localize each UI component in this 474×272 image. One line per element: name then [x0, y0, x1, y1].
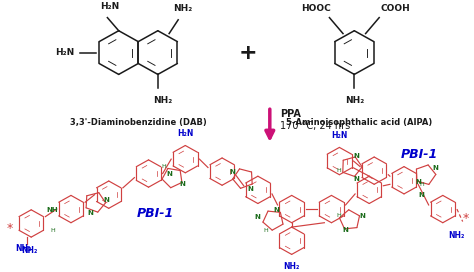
- Text: H: H: [336, 214, 341, 218]
- Text: N: N: [255, 214, 261, 220]
- Text: H₂N: H₂N: [100, 2, 119, 11]
- FancyArrowPatch shape: [266, 109, 273, 138]
- Text: 5-Aminoisophthalic acid (AIPA): 5-Aminoisophthalic acid (AIPA): [286, 118, 432, 127]
- Text: N: N: [103, 196, 109, 203]
- Text: N: N: [343, 227, 348, 233]
- Text: PBI-1: PBI-1: [401, 148, 438, 161]
- Text: N: N: [415, 179, 421, 185]
- Text: N: N: [419, 192, 425, 198]
- Text: +: +: [238, 42, 257, 63]
- Text: N: N: [360, 213, 365, 219]
- Text: COOH: COOH: [380, 4, 410, 13]
- Text: N: N: [353, 176, 359, 182]
- Text: PBI-1: PBI-1: [137, 207, 174, 220]
- Text: N: N: [432, 165, 438, 171]
- Text: NH₂: NH₂: [21, 246, 37, 255]
- Text: 170 °C, 24 hrs: 170 °C, 24 hrs: [280, 120, 350, 131]
- Text: NH₂: NH₂: [345, 96, 364, 105]
- Text: H: H: [162, 164, 166, 169]
- Text: NH₂: NH₂: [153, 96, 172, 105]
- Text: N: N: [353, 153, 359, 159]
- Text: N: N: [88, 210, 94, 216]
- Text: H: H: [264, 228, 269, 233]
- Text: NH₂: NH₂: [449, 230, 465, 240]
- Text: NH₂: NH₂: [283, 262, 300, 271]
- Text: *: *: [6, 222, 12, 235]
- Text: N: N: [167, 171, 173, 177]
- Text: H₂N: H₂N: [331, 131, 347, 140]
- Text: NH₂: NH₂: [15, 243, 31, 252]
- Text: NH₂: NH₂: [173, 4, 192, 13]
- Text: H₂N: H₂N: [177, 129, 193, 138]
- Text: N: N: [180, 181, 185, 187]
- Text: NH: NH: [46, 207, 58, 213]
- Text: H: H: [337, 168, 341, 173]
- Text: H: H: [50, 228, 55, 233]
- Text: H: H: [419, 182, 424, 187]
- Text: *: *: [463, 212, 469, 225]
- Text: 3,3'-Diaminobenzidine (DAB): 3,3'-Diaminobenzidine (DAB): [70, 118, 207, 127]
- Text: N: N: [229, 169, 235, 175]
- Text: PPA: PPA: [280, 109, 301, 119]
- Text: N: N: [273, 208, 279, 214]
- Text: HOOC: HOOC: [301, 4, 331, 13]
- Text: N: N: [247, 186, 253, 192]
- Text: H₂N: H₂N: [55, 48, 74, 57]
